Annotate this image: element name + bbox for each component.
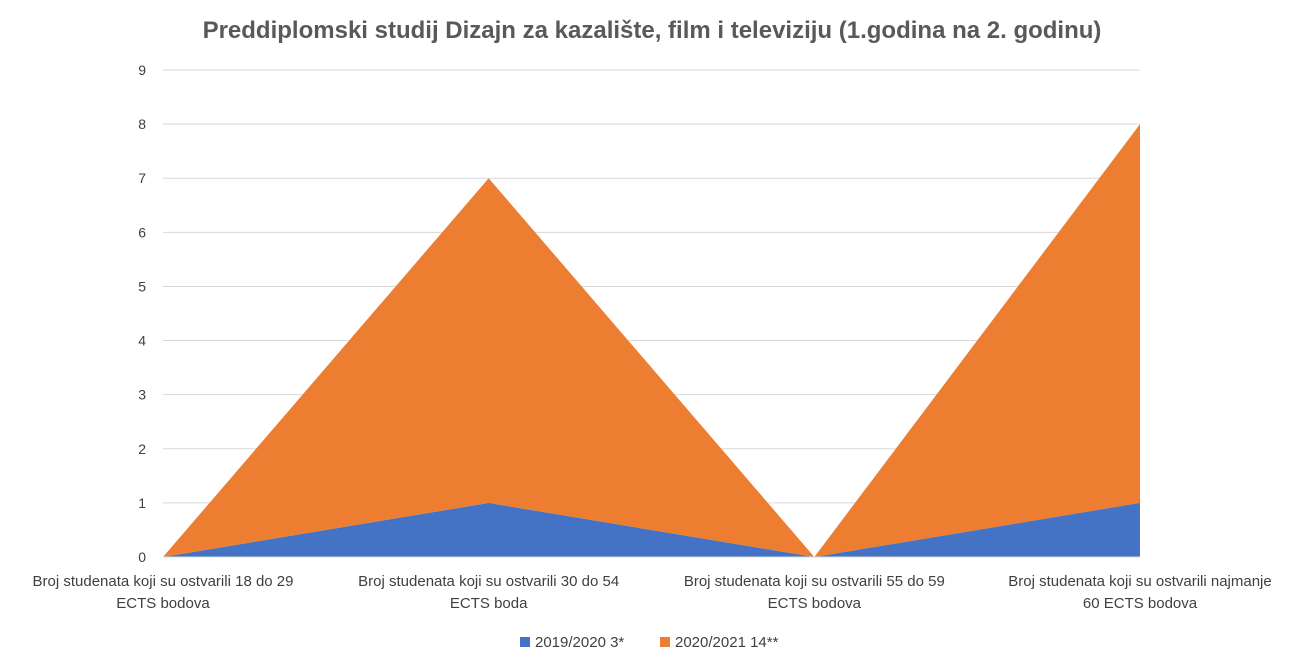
y-tick-label: 7 [138, 170, 146, 186]
y-tick-label: 9 [138, 62, 146, 78]
y-tick-label: 8 [138, 116, 146, 132]
y-tick-label: 4 [138, 333, 146, 349]
legend-label: 2019/2020 3* [535, 634, 624, 651]
y-tick-label: 5 [138, 278, 146, 294]
legend: 2019/2020 3* 2020/2021 14** [520, 634, 779, 651]
x-tick-label: Broj studenata koji su ostvarili 30 do 5… [358, 573, 619, 612]
legend-label: 2020/2021 14** [675, 634, 779, 651]
y-tick-label: 1 [138, 495, 146, 511]
y-tick-label: 2 [138, 441, 146, 457]
legend-swatch [520, 637, 530, 647]
chart-title: Preddiplomski studij Dizajn za kazalište… [203, 17, 1102, 44]
x-tick-label: Broj studenata koji su ostvarili 55 do 5… [684, 573, 945, 612]
y-tick-labels: 0 1 2 3 4 5 6 7 8 9 [138, 62, 146, 565]
y-tick-label: 0 [138, 549, 146, 565]
y-tick-label: 6 [138, 224, 146, 240]
x-tick-label: Broj studenata koji su ostvarili 18 do 2… [33, 573, 294, 612]
legend-swatch [660, 637, 670, 647]
area-series-2 [163, 124, 1140, 557]
x-tick-labels: Broj studenata koji su ostvarili 18 do 2… [33, 573, 1272, 612]
area-series [163, 124, 1140, 557]
y-tick-label: 3 [138, 387, 146, 403]
x-tick-label: Broj studenata koji su ostvarili najmanj… [1008, 573, 1271, 612]
area-series-1 [163, 502, 1140, 557]
